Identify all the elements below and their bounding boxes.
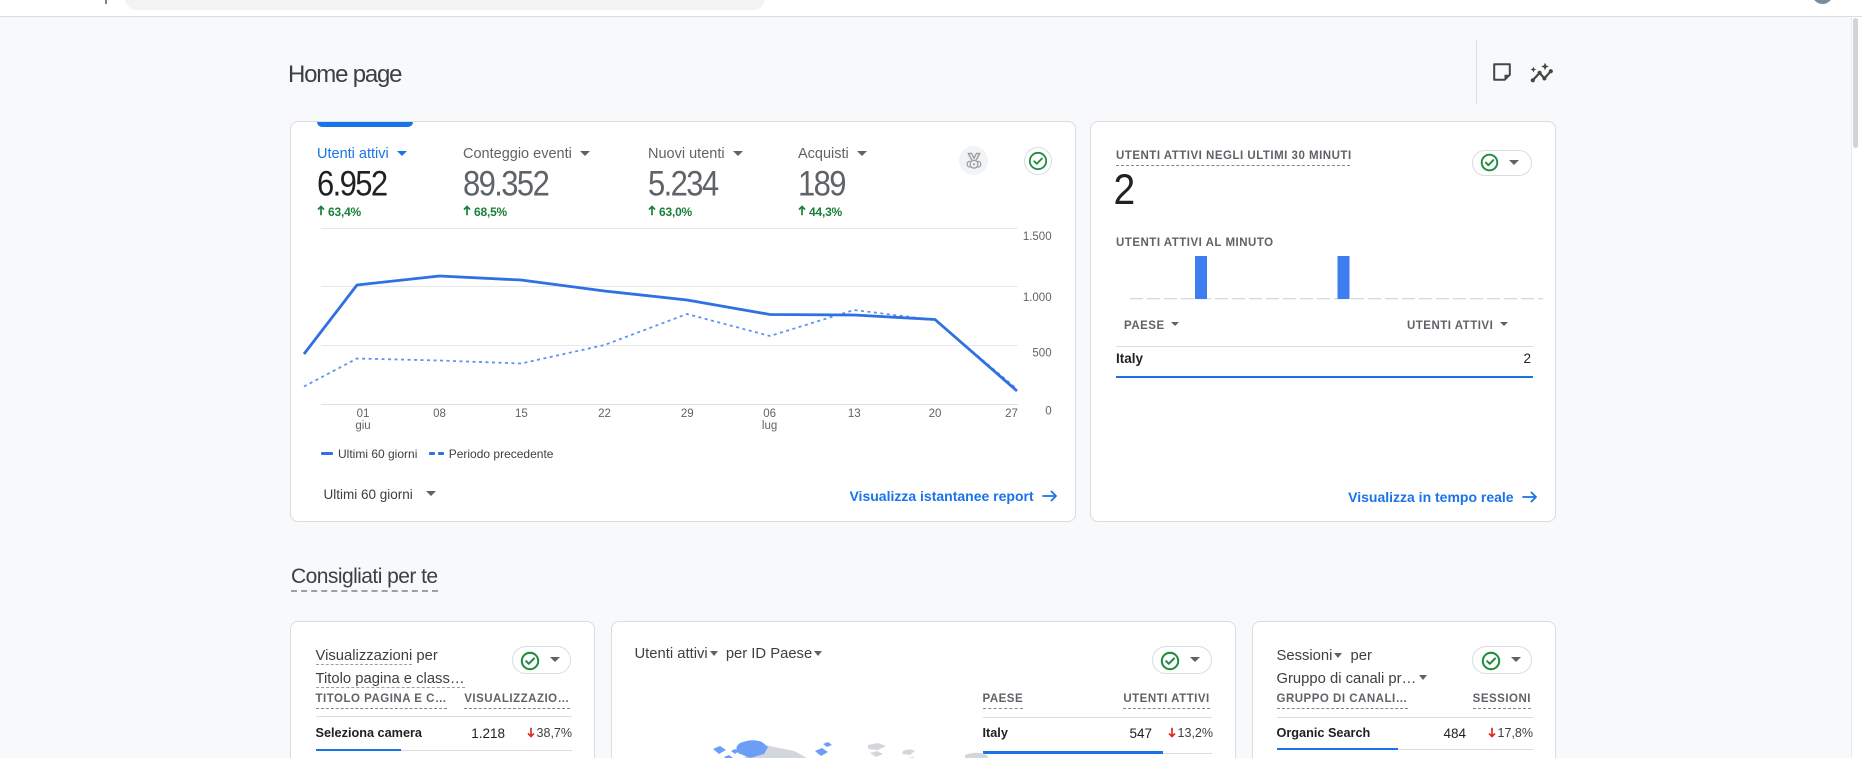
svg-text:22: 22: [598, 408, 611, 420]
svg-text:27: 27: [1005, 408, 1018, 420]
svg-text:15: 15: [515, 408, 528, 420]
svg-text:20: 20: [929, 408, 942, 420]
svg-text:01: 01: [357, 408, 370, 420]
svg-text:29: 29: [681, 408, 694, 420]
svg-text:1.500: 1.500: [1023, 231, 1052, 243]
svg-text:giu: giu: [355, 420, 370, 432]
svg-text:500: 500: [1032, 348, 1051, 360]
svg-text:13: 13: [848, 408, 861, 420]
svg-text:0: 0: [1045, 405, 1051, 417]
svg-text:1.000: 1.000: [1023, 292, 1052, 304]
svg-text:lug: lug: [762, 420, 777, 432]
svg-text:06: 06: [763, 408, 776, 420]
svg-text:08: 08: [433, 408, 446, 420]
